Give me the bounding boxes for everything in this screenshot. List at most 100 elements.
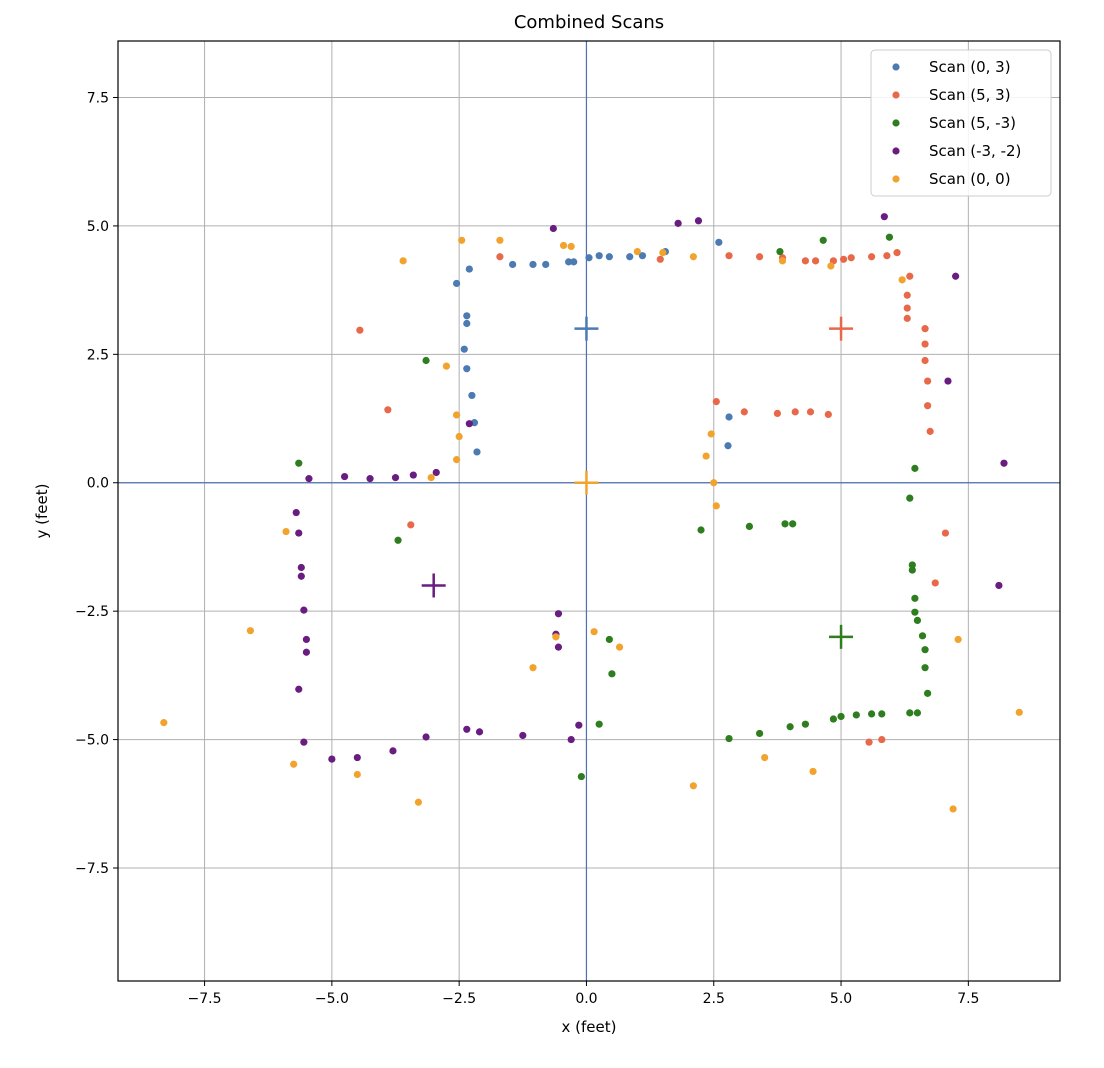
data-point-series-1 xyxy=(712,397,720,406)
legend-box xyxy=(870,49,1052,197)
data-point-series-0 xyxy=(626,253,634,261)
chart-title: Combined Scans xyxy=(514,12,664,33)
data-point-series-4 xyxy=(689,253,697,261)
data-point-series-3 xyxy=(340,472,349,481)
data-point-series-1 xyxy=(801,257,810,265)
data-point-series-4 xyxy=(458,236,466,244)
data-point-series-1 xyxy=(725,252,733,260)
data-point-series-2 xyxy=(755,729,764,738)
data-point-series-0 xyxy=(463,365,471,373)
data-point-series-0 xyxy=(509,260,517,269)
y-tick-label: 0.0 xyxy=(87,476,109,492)
y-axis-ticks: −7.5 −5.0 −2.5 0.0 2.5 5.0 7.5 xyxy=(75,91,118,877)
data-point-series-3 xyxy=(366,475,374,483)
data-point-series-4 xyxy=(453,456,461,464)
data-point-series-2 xyxy=(605,635,613,644)
y-tick-label: −2.5 xyxy=(75,604,109,620)
data-point-series-2 xyxy=(852,711,860,719)
data-point-series-0 xyxy=(453,279,461,288)
data-point-series-1 xyxy=(893,249,901,257)
x-tick-label: −2.5 xyxy=(442,991,476,1007)
data-point-series-1 xyxy=(384,406,392,414)
x-tick-label: −7.5 xyxy=(188,991,222,1007)
data-point-series-3 xyxy=(297,563,305,572)
y-tick-label: 5.0 xyxy=(87,219,109,235)
data-point-series-2 xyxy=(913,616,922,625)
data-point-series-0 xyxy=(473,448,481,456)
data-point-series-3 xyxy=(952,272,960,280)
data-point-series-3 xyxy=(297,572,305,580)
data-point-series-2 xyxy=(908,561,916,569)
data-point-series-2 xyxy=(745,522,753,531)
data-point-series-2 xyxy=(911,608,919,616)
data-point-series-1 xyxy=(921,325,929,333)
legend-label: Scan (0, 0) xyxy=(929,170,1011,188)
legend: Scan (0, 3) Scan (5, 3) Scan (5, -3) Scan (… xyxy=(870,49,1052,197)
data-point-series-4 xyxy=(710,479,718,487)
data-point-series-2 xyxy=(786,723,794,731)
data-point-series-1 xyxy=(921,356,929,365)
data-point-series-3 xyxy=(295,685,303,693)
data-point-series-0 xyxy=(529,260,537,269)
data-point-series-1 xyxy=(740,408,748,416)
data-point-series-4 xyxy=(898,276,906,284)
data-point-series-2 xyxy=(725,734,733,743)
x-tick-label: 2.5 xyxy=(703,991,725,1007)
data-point-series-3 xyxy=(353,753,361,762)
data-point-series-1 xyxy=(941,529,950,537)
data-point-series-4 xyxy=(689,782,697,790)
data-point-series-4 xyxy=(615,643,624,651)
data-point-series-2 xyxy=(837,712,845,721)
data-point-series-1 xyxy=(847,254,855,262)
data-point-series-2 xyxy=(697,526,705,534)
data-point-series-2 xyxy=(878,710,886,718)
x-axis-label: x (feet) xyxy=(562,1018,617,1036)
data-point-series-0 xyxy=(465,265,473,273)
data-point-series-4 xyxy=(1015,708,1023,716)
data-point-series-4 xyxy=(559,241,568,250)
data-point-series-4 xyxy=(949,805,957,813)
data-point-series-4 xyxy=(827,262,835,270)
data-point-series-2 xyxy=(776,248,784,256)
scatter-points xyxy=(160,213,1023,813)
data-point-series-3 xyxy=(475,728,484,736)
data-point-series-0 xyxy=(595,252,603,260)
data-point-series-2 xyxy=(781,520,789,528)
data-point-series-3 xyxy=(409,471,417,479)
data-point-series-2 xyxy=(422,356,430,365)
data-point-series-2 xyxy=(913,709,922,717)
data-point-series-4 xyxy=(809,767,817,776)
data-point-series-4 xyxy=(427,474,435,482)
data-point-series-2 xyxy=(911,594,919,602)
data-point-series-1 xyxy=(656,255,664,263)
data-point-series-1 xyxy=(926,427,934,435)
data-point-series-0 xyxy=(570,258,578,266)
y-tick-label: 2.5 xyxy=(87,347,109,363)
data-point-series-1 xyxy=(924,402,932,410)
data-point-series-3 xyxy=(305,475,313,483)
data-point-series-0 xyxy=(565,258,573,266)
data-point-series-3 xyxy=(463,725,471,733)
data-point-series-4 xyxy=(702,452,710,460)
x-axis-ticks: −7.5 −5.0 −2.5 0.0 2.5 5.0 7.5 xyxy=(188,981,979,1007)
data-point-series-2 xyxy=(819,236,827,244)
legend-marker xyxy=(892,119,900,127)
data-point-series-4 xyxy=(290,760,298,768)
data-point-series-1 xyxy=(791,408,799,416)
data-point-series-3 xyxy=(302,648,310,656)
data-point-series-4 xyxy=(633,248,641,256)
x-tick-label: 0.0 xyxy=(575,991,597,1007)
x-tick-label: −5.0 xyxy=(315,991,349,1007)
data-point-series-2 xyxy=(394,536,402,544)
data-point-series-0 xyxy=(460,345,468,353)
plot-frame xyxy=(117,40,1061,982)
data-point-series-0 xyxy=(468,391,476,400)
legend-label: Scan (-3, -2) xyxy=(929,142,1021,160)
data-point-series-1 xyxy=(811,257,820,265)
data-point-series-3 xyxy=(944,377,952,385)
data-point-series-0 xyxy=(638,252,647,260)
data-point-series-2 xyxy=(295,459,303,467)
data-point-series-2 xyxy=(918,632,927,640)
data-point-series-1 xyxy=(824,410,832,419)
